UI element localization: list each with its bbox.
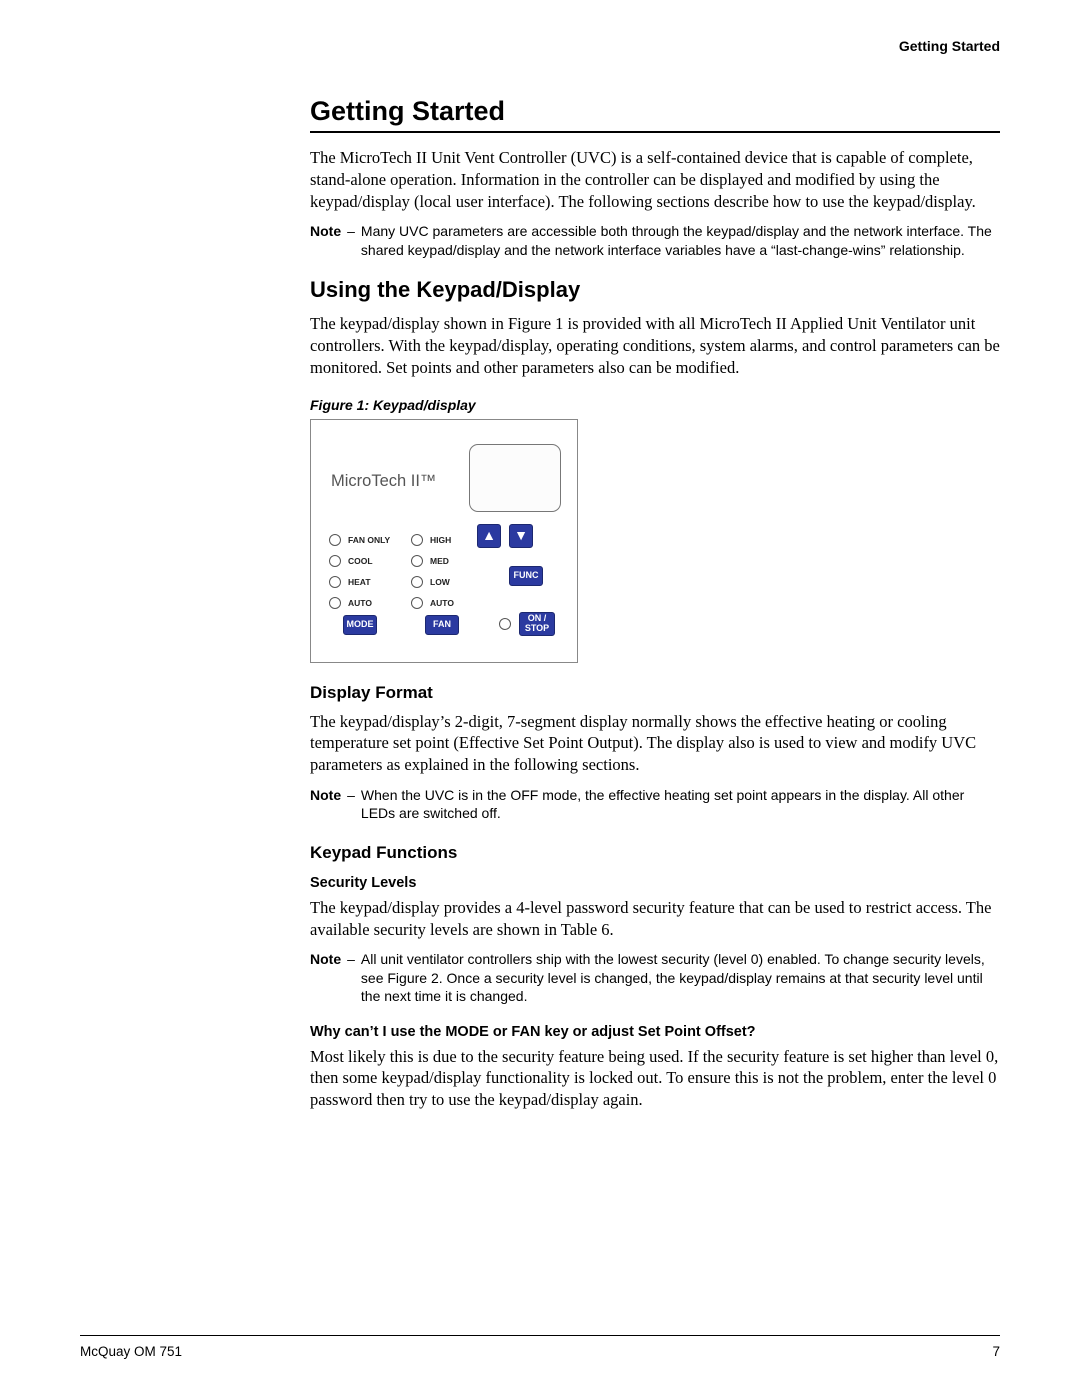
led-low: [411, 576, 423, 588]
keypad-figure: MicroTech II™ FAN ONLY COOL HEAT AUTO HI…: [310, 419, 578, 663]
note-dash: –: [347, 222, 361, 259]
down-arrow-button[interactable]: ▼: [509, 524, 533, 548]
label-heat: HEAT: [348, 577, 371, 587]
led-high: [411, 534, 423, 546]
note-2-text: When the UVC is in the OFF mode, the eff…: [361, 786, 1000, 823]
note-3-text: All unit ventilator controllers ship wit…: [361, 950, 1000, 1005]
fan-button[interactable]: FAN: [425, 615, 459, 635]
p-display-format: The keypad/display’s 2-digit, 7-segment …: [310, 711, 1000, 776]
h2-using-keypad: Using the Keypad/Display: [310, 277, 1000, 303]
led-onstop: [499, 618, 511, 630]
label-auto-mode: AUTO: [348, 598, 372, 608]
note-label-2: Note: [310, 786, 347, 823]
label-cool: COOL: [348, 556, 373, 566]
note-1-text: Many UVC parameters are accessible both …: [361, 222, 1000, 259]
keypad-screen: [469, 444, 561, 512]
led-auto-mode: [329, 597, 341, 609]
label-high: HIGH: [430, 535, 451, 545]
led-cool: [329, 555, 341, 567]
h1-getting-started: Getting Started: [310, 96, 1000, 133]
label-auto-fan: AUTO: [430, 598, 454, 608]
note-dash-3: –: [347, 950, 361, 1005]
p-using-keypad: The keypad/display shown in Figure 1 is …: [310, 313, 1000, 378]
footer-left: McQuay OM 751: [80, 1344, 182, 1359]
note-dash-2: –: [347, 786, 361, 823]
footer-page-number: 7: [992, 1344, 1000, 1359]
label-fan-only: FAN ONLY: [348, 535, 390, 545]
note-3: Note – All unit ventilator controllers s…: [310, 950, 1000, 1005]
led-fan-only: [329, 534, 341, 546]
keypad-brand: MicroTech II™: [331, 472, 436, 491]
label-low: LOW: [430, 577, 450, 587]
up-arrow-button[interactable]: ▲: [477, 524, 501, 548]
intro-paragraph: The MicroTech II Unit Vent Controller (U…: [310, 147, 1000, 212]
note-2: Note – When the UVC is in the OFF mode, …: [310, 786, 1000, 823]
keypad-mode-leds: FAN ONLY COOL HEAT AUTO: [329, 530, 390, 614]
led-auto-fan: [411, 597, 423, 609]
h3-keypad-functions: Keypad Functions: [310, 843, 1000, 863]
p-why-cant: Most likely this is due to the security …: [310, 1046, 1000, 1111]
h4-why-cant: Why can’t I use the MODE or FAN key or a…: [310, 1024, 1000, 1040]
led-med: [411, 555, 423, 567]
led-heat: [329, 576, 341, 588]
running-head: Getting Started: [310, 38, 1000, 54]
note-label: Note: [310, 222, 347, 259]
note-label-3: Note: [310, 950, 347, 1005]
p-security-levels: The keypad/display provides a 4-level pa…: [310, 897, 1000, 941]
label-med: MED: [430, 556, 449, 566]
h4-security-levels: Security Levels: [310, 875, 1000, 891]
h3-display-format: Display Format: [310, 683, 1000, 703]
page-footer: McQuay OM 751 7: [80, 1335, 1000, 1359]
on-stop-button[interactable]: ON / STOP: [519, 612, 555, 636]
figure-caption: Figure 1: Keypad/display: [310, 397, 1000, 413]
func-button[interactable]: FUNC: [509, 566, 543, 586]
note-1: Note – Many UVC parameters are accessibl…: [310, 222, 1000, 259]
mode-button[interactable]: MODE: [343, 615, 377, 635]
keypad-fan-leds: HIGH MED LOW AUTO: [411, 530, 454, 614]
